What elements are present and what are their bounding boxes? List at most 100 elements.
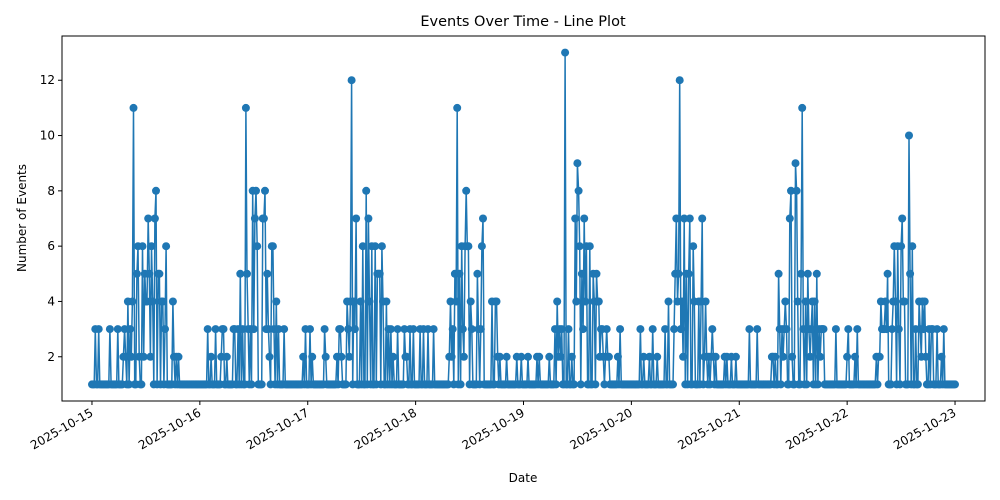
data-point: [321, 352, 330, 361]
data-point: [236, 269, 245, 278]
data-point: [250, 214, 259, 223]
data-point: [462, 186, 471, 195]
data-point: [564, 325, 573, 334]
data-point: [919, 325, 928, 334]
data-point: [576, 380, 585, 389]
x-tick-label: 2025-10-20: [567, 405, 634, 452]
data-point: [429, 325, 438, 334]
data-point: [272, 297, 281, 306]
data-point: [937, 352, 946, 361]
data-point: [452, 297, 461, 306]
data-point: [265, 352, 274, 361]
data-point: [456, 380, 465, 389]
y-tick-label: 12: [40, 73, 55, 87]
data-point: [393, 325, 402, 334]
data-point: [137, 380, 146, 389]
data-point: [799, 325, 808, 334]
data-point: [517, 352, 526, 361]
data-point: [127, 352, 136, 361]
y-tick-label: 2: [47, 350, 55, 364]
y-tick-label: 8: [47, 184, 55, 198]
data-point: [575, 242, 584, 251]
data-point: [247, 380, 256, 389]
data-point: [853, 325, 862, 334]
data-point: [897, 242, 906, 251]
data-point: [698, 214, 707, 223]
data-point: [476, 325, 485, 334]
data-point: [352, 214, 361, 223]
data-point: [459, 352, 468, 361]
data-point: [477, 242, 486, 251]
data-point: [613, 352, 622, 361]
data-point: [711, 352, 720, 361]
data-point: [217, 352, 226, 361]
data-point: [672, 214, 681, 223]
data-point: [900, 297, 909, 306]
data-point: [263, 269, 272, 278]
data-point: [152, 186, 160, 195]
data-point: [676, 325, 685, 334]
data-point: [377, 242, 386, 251]
data-point: [344, 325, 353, 334]
data-point: [592, 269, 601, 278]
data-point: [125, 380, 134, 389]
x-tick-label: 2025-10-19: [460, 405, 527, 452]
data-point: [684, 269, 693, 278]
data-point: [144, 214, 153, 223]
data-point: [745, 325, 754, 334]
data-point: [906, 269, 915, 278]
data-point: [581, 297, 590, 306]
data-point: [345, 352, 354, 361]
x-tick-label: 2025-10-21: [675, 405, 742, 452]
data-point: [787, 186, 795, 195]
x-tick-label: 2025-10-18: [352, 405, 419, 452]
data-point: [951, 380, 959, 389]
data-point: [680, 214, 689, 223]
data-point: [308, 352, 317, 361]
data-point: [636, 325, 645, 334]
data-point: [580, 214, 589, 223]
x-tick-label: 2025-10-17: [244, 405, 311, 452]
data-point: [797, 269, 806, 278]
data-point: [679, 352, 688, 361]
data-point: [259, 214, 268, 223]
data-point: [661, 325, 670, 334]
data-point: [645, 352, 654, 361]
data-point: [887, 380, 895, 389]
data-point: [669, 380, 677, 389]
data-point: [810, 297, 819, 306]
data-point: [653, 352, 662, 361]
data-point: [150, 214, 159, 223]
data-point: [524, 352, 532, 361]
x-axis-title: Date: [509, 471, 538, 485]
data-point: [561, 48, 570, 57]
data-point: [158, 297, 167, 306]
data-point: [708, 325, 717, 334]
data-point: [402, 352, 411, 361]
data-point: [905, 131, 913, 140]
data-point: [347, 76, 356, 85]
data-point: [806, 352, 815, 361]
y-tick-label: 6: [47, 239, 55, 253]
data-point: [579, 325, 588, 334]
data-point: [812, 269, 821, 278]
data-point: [594, 297, 603, 306]
data-point: [570, 380, 579, 389]
data-point: [306, 325, 314, 334]
data-point: [572, 297, 581, 306]
data-point: [939, 325, 948, 334]
data-point: [464, 242, 473, 251]
data-point: [252, 186, 260, 195]
data-point: [731, 352, 740, 361]
data-point: [453, 103, 462, 112]
data-point: [409, 325, 418, 334]
data-point: [120, 325, 129, 334]
data-point: [243, 269, 251, 278]
data-point: [146, 352, 155, 361]
data-point: [238, 325, 247, 334]
data-point: [843, 352, 852, 361]
data-point: [126, 325, 135, 334]
data-point: [813, 380, 822, 389]
data-point: [604, 352, 613, 361]
data-point: [203, 325, 212, 334]
